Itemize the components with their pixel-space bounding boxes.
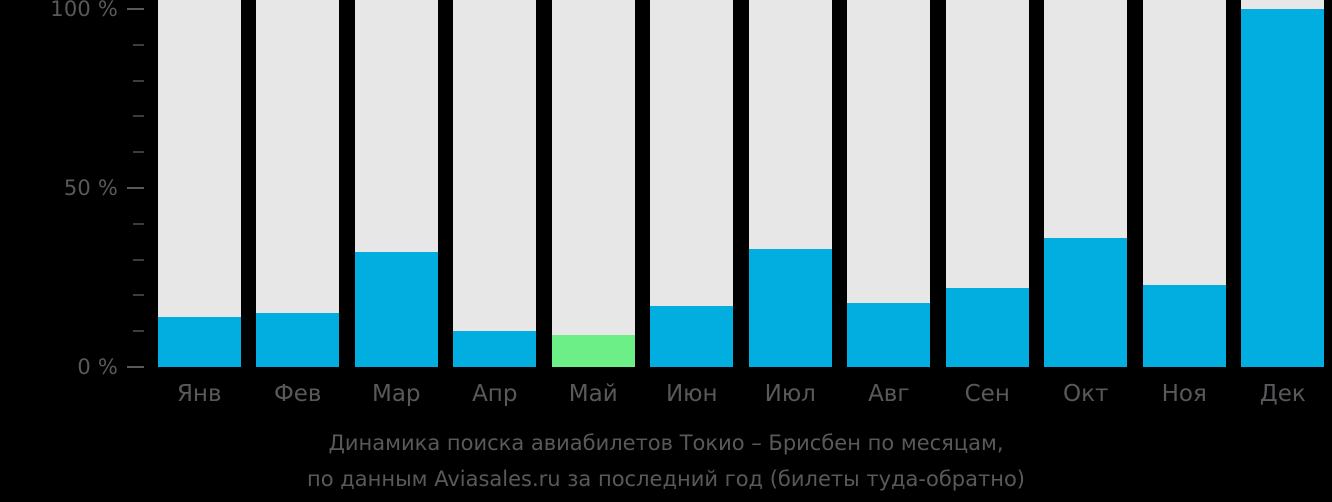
x-axis-label: Окт: [1063, 381, 1109, 407]
bar-slot: [741, 0, 840, 367]
bar-slot: [840, 0, 939, 367]
x-axis-label-slot: Дек: [1234, 367, 1332, 422]
bar-slot: [1135, 0, 1234, 367]
x-axis-label-slot: Сен: [938, 367, 1037, 422]
y-axis: 100 % 50 % 0 %: [0, 0, 150, 377]
bar-slot: [347, 0, 446, 367]
x-axis-label: Апр: [472, 381, 518, 407]
x-axis-label-slot: Июн: [643, 367, 742, 422]
bar-fill[interactable]: [847, 302, 931, 367]
x-axis-label-slot: Янв: [150, 367, 249, 422]
bar-track[interactable]: [945, 0, 1029, 367]
y-axis-tick-mark: [133, 294, 144, 297]
y-axis-tick-mark: [127, 366, 144, 368]
y-axis-tick-label: 100 %: [50, 0, 118, 21]
y-axis-tick-label: 50 %: [63, 175, 118, 200]
chart-caption: Динамика поиска авиабилетов Токио – Брис…: [0, 425, 1332, 497]
x-axis-label: Авг: [868, 381, 910, 407]
bar-track[interactable]: [157, 0, 241, 367]
bar-track[interactable]: [256, 0, 340, 367]
x-axis-label-slot: Окт: [1037, 367, 1136, 422]
bar-fill[interactable]: [1044, 238, 1128, 367]
x-axis-label: Янв: [176, 381, 222, 407]
bar-track[interactable]: [1142, 0, 1226, 367]
bar-fill[interactable]: [1241, 9, 1325, 367]
x-axis-label-slot: Июл: [741, 367, 840, 422]
x-axis-label: Фев: [273, 381, 322, 407]
y-axis-tick-mark: [133, 115, 144, 118]
bar-track[interactable]: [354, 0, 438, 367]
bar-slot: [150, 0, 249, 367]
x-axis-label: Июл: [764, 381, 816, 407]
x-axis-label: Сен: [964, 381, 1010, 407]
y-axis-tick-label: 0 %: [77, 354, 118, 379]
bar-slot: [1234, 0, 1332, 367]
y-axis-tick-mark: [133, 151, 144, 154]
bar-fill[interactable]: [1142, 284, 1226, 367]
bar-fill[interactable]: [157, 316, 241, 367]
bar-fill[interactable]: [354, 252, 438, 367]
x-axis-label-slot: Апр: [446, 367, 545, 422]
bar-fill[interactable]: [748, 248, 832, 367]
x-axis-label-slot: Авг: [840, 367, 939, 422]
bar-fill[interactable]: [256, 313, 340, 367]
bar-track[interactable]: [748, 0, 832, 367]
bar-track[interactable]: [847, 0, 931, 367]
x-axis: Янв Фев Мар Апр Май Июн Июл Авг Сен Окт Ноя Дек: [150, 367, 1332, 422]
plot-area: [150, 0, 1332, 367]
x-axis-label-slot: Май: [544, 367, 643, 422]
x-axis-label-slot: Фев: [249, 367, 348, 422]
bar-track[interactable]: [551, 0, 635, 367]
caption-subtitle-line: по данным Aviasales.ru за последний год …: [307, 467, 1025, 491]
bar-slot: [544, 0, 643, 367]
bar-slot: [446, 0, 545, 367]
x-axis-label: Мар: [371, 381, 421, 407]
x-axis-label: Июн: [665, 381, 718, 407]
bar-slot: [938, 0, 1037, 367]
bar-slot: [249, 0, 348, 367]
bar-fill[interactable]: [453, 331, 537, 367]
bar-track[interactable]: [453, 0, 537, 367]
bar-track[interactable]: [1241, 0, 1325, 367]
bar-fill[interactable]: [650, 306, 734, 367]
y-axis-tick-mark: [127, 187, 144, 189]
x-axis-label: Дек: [1259, 381, 1306, 407]
bar-track[interactable]: [650, 0, 734, 367]
bar-fill[interactable]: [551, 334, 635, 367]
caption-title-line: Динамика поиска авиабилетов Токио – Брис…: [328, 431, 1004, 455]
bar-fill[interactable]: [945, 288, 1029, 367]
x-axis-label-slot: Мар: [347, 367, 446, 422]
y-axis-tick-mark: [133, 258, 144, 261]
y-axis-tick-mark: [133, 43, 144, 46]
bar-slot: [1037, 0, 1136, 367]
y-axis-tick-mark: [133, 79, 144, 82]
y-axis-tick-mark: [133, 222, 144, 225]
y-axis-tick-mark: [127, 8, 144, 10]
x-axis-label-slot: Ноя: [1135, 367, 1234, 422]
bar-slot: [643, 0, 742, 367]
y-axis-tick-mark: [133, 330, 144, 333]
bar-track[interactable]: [1044, 0, 1128, 367]
x-axis-label: Май: [568, 381, 618, 407]
x-axis-label: Ноя: [1161, 381, 1207, 407]
